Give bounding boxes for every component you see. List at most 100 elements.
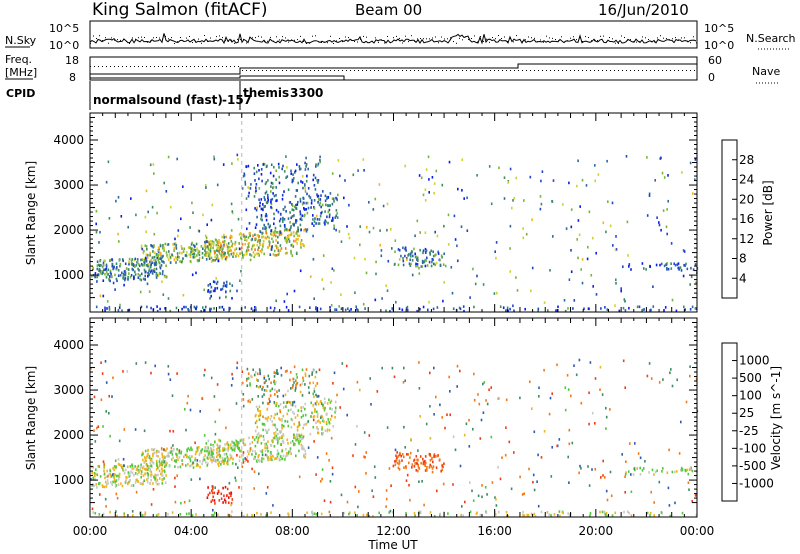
data-cell (639, 466, 641, 470)
data-cell (225, 452, 228, 456)
noise-cell (606, 159, 608, 163)
data-cell (163, 455, 165, 458)
data-cell (125, 267, 128, 270)
nsearch-dot (531, 37, 532, 39)
data-cell (437, 250, 439, 254)
nave-dot (246, 70, 247, 71)
data-cell (264, 192, 267, 195)
data-cell (315, 512, 318, 516)
noise-cell (646, 214, 649, 217)
data-cell (182, 250, 185, 253)
noise-cell (269, 400, 271, 403)
data-cell (262, 385, 264, 389)
data-cell (604, 512, 606, 516)
nave-dot (294, 70, 295, 71)
data-cell (218, 306, 221, 309)
data-cell (96, 486, 98, 489)
data-cell (223, 244, 225, 248)
noise-cell (185, 428, 187, 432)
data-cell (274, 229, 276, 233)
nsearch-dot (555, 39, 556, 40)
data-cell (287, 237, 290, 241)
data-cell (302, 197, 305, 200)
noise-cell (493, 292, 496, 295)
data-cell (217, 458, 219, 462)
data-cell (416, 462, 418, 465)
noise-cell (381, 366, 383, 370)
nsearch-dot (255, 37, 256, 39)
noise-cell (404, 164, 406, 168)
data-cell (147, 253, 149, 257)
data-cell (404, 254, 406, 258)
data-cell (301, 394, 304, 397)
cpid-id-1: -157 (222, 93, 252, 107)
data-cell (311, 510, 314, 514)
noise-cell (271, 182, 274, 185)
data-cell (213, 280, 216, 284)
data-cell (143, 479, 146, 482)
noise-cell (122, 370, 124, 373)
data-cell (220, 463, 222, 466)
data-cell (224, 457, 226, 461)
noise-cell (692, 192, 694, 195)
data-cell (642, 467, 645, 470)
data-cell (127, 275, 129, 279)
data-cell (269, 456, 272, 459)
data-cell (310, 415, 312, 418)
noise-cell (90, 478, 92, 481)
data-cell (328, 428, 331, 432)
noise-cell (184, 408, 186, 411)
data-cell (264, 417, 267, 420)
data-cell (430, 264, 433, 268)
data-cell (152, 250, 154, 253)
nsearch-dot (423, 38, 424, 40)
noise-cell (648, 362, 651, 365)
nave-dot (90, 66, 91, 67)
data-cell (317, 431, 320, 435)
noise-cell (531, 218, 533, 221)
data-cell (285, 176, 287, 179)
noise-cell (620, 289, 622, 293)
data-cell (414, 462, 416, 465)
data-cell (277, 162, 280, 166)
data-cell (226, 245, 229, 248)
noise-cell (241, 465, 244, 468)
noise-cell (512, 199, 514, 202)
noise-cell (150, 503, 153, 506)
data-cell (267, 198, 269, 202)
data-cell (688, 468, 691, 471)
nave-dot (534, 70, 535, 71)
noise-cell (381, 297, 383, 300)
noise-cell (105, 381, 108, 384)
data-cell (303, 423, 305, 427)
data-cell (134, 481, 137, 484)
noise-cell (293, 289, 296, 293)
data-cell (161, 474, 163, 477)
data-cell (194, 458, 196, 462)
nsearch-dot (444, 38, 445, 40)
data-cell (673, 262, 675, 266)
data-cell (316, 395, 318, 398)
data-cell (625, 471, 627, 474)
nave-dot (350, 70, 351, 71)
data-cell (311, 373, 313, 376)
data-cell (671, 470, 674, 474)
data-cell (505, 309, 507, 312)
noise-cell (573, 299, 576, 302)
data-cell (600, 307, 602, 310)
data-cell (149, 253, 151, 257)
noise-cell (235, 402, 238, 405)
data-cell (111, 275, 113, 279)
data-cell (295, 454, 297, 458)
noise-cell (579, 464, 581, 468)
data-cell (221, 305, 224, 309)
data-cell (115, 277, 118, 281)
data-cell (669, 514, 671, 518)
data-cell (178, 255, 180, 259)
noise-cell (549, 269, 551, 272)
nave-dot (370, 70, 371, 71)
data-cell (440, 254, 443, 258)
nsearch-dot (381, 39, 382, 41)
data-cell (92, 477, 94, 480)
data-cell (212, 289, 215, 293)
